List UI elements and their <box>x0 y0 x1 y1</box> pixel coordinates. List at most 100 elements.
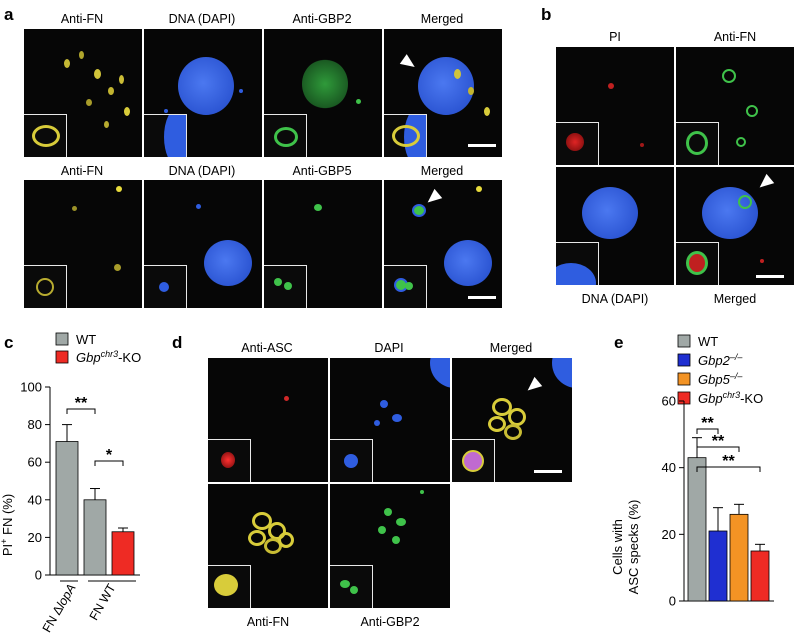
chart-c-legend-label-1: WT <box>76 332 96 347</box>
chart-e-legend-4-sup: chr3 <box>723 390 741 400</box>
d-top-label-3: Merged <box>489 341 533 355</box>
chart-e-legend-label-4: Gbpchr3-KO <box>698 390 763 406</box>
scale-bar <box>468 296 496 299</box>
a2-gbp5-image <box>264 180 382 308</box>
d-merged-inset <box>452 439 495 482</box>
chart-e-legend-4-suffix: -KO <box>740 391 763 406</box>
e-ytick-label-3: 60 <box>662 394 676 409</box>
b-top-label-2: Anti-FN <box>713 30 757 44</box>
b-bottom-label-2: Merged <box>713 292 757 306</box>
a2-merged-inset <box>384 265 427 308</box>
chart-c-legend-1-prefix: WT <box>76 332 96 347</box>
arrowhead-icon <box>423 188 443 208</box>
panel-letter-d: d <box>172 333 183 352</box>
e-sig-bracket-0 <box>696 428 719 434</box>
chart-e-legend-swatch-2 <box>677 353 691 367</box>
chart-c-legend-label-2: Gbpchr3-KO <box>76 349 141 365</box>
arrowhead-icon <box>523 376 543 396</box>
chart-c-legend-2-suffix: -KO <box>118 350 141 365</box>
chart-e-legend-3-prefix: Gbp5 <box>698 372 731 387</box>
d-asc-inset <box>208 439 251 482</box>
a2-dapi-inset <box>144 265 187 308</box>
e-bar-1 <box>708 530 728 602</box>
chart-e-legend-3-sup: –/– <box>729 371 744 381</box>
e-bar-3 <box>750 550 770 602</box>
a-row1-label-2: DNA (DAPI) <box>168 12 236 26</box>
a-row2-label-3: Anti-GBP5 <box>292 164 352 178</box>
scale-bar <box>468 144 496 147</box>
scale-bar <box>534 470 562 473</box>
b-pi-inset <box>556 122 599 165</box>
d-gbp2-image <box>330 484 450 608</box>
a2-dapi-image <box>144 180 262 308</box>
chart-c-legend: WT Gbpchr3-KO <box>55 332 141 365</box>
c-sig-bracket-0 <box>66 408 96 414</box>
d-top-label-2: DAPI <box>374 341 404 355</box>
chart-e-ylabel-line1: Cells with <box>610 519 625 575</box>
c-sig-label-1: * <box>106 447 113 464</box>
chart-e-legend-2-prefix: Gbp2 <box>698 353 731 368</box>
e-sig-bracket-2 <box>696 466 761 472</box>
d-dapi-inset <box>330 439 373 482</box>
panel-letter-c: c <box>4 333 14 352</box>
chart-e: WT Gbp2–/– Gbp5–/– Gbpchr3-KO Cells with… <box>610 334 774 609</box>
a-fn-inset <box>24 114 67 157</box>
chart-c-group-label-1: FN ΔlopA <box>40 582 79 635</box>
chart-c-ylabel-sup: + <box>0 539 9 544</box>
chart-e-legend-swatch-3 <box>677 372 691 386</box>
chart-c-legend-swatch-2 <box>55 350 69 364</box>
a-row2-label-1: Anti-FN <box>60 164 104 178</box>
a2-merged-image <box>384 180 502 308</box>
panel-letter-e: e <box>614 333 624 352</box>
b-merged-image <box>676 167 794 285</box>
c-sig-label-0: ** <box>75 395 88 412</box>
a-merged-image <box>384 29 502 157</box>
e-ytick-label-1: 20 <box>662 527 676 542</box>
chart-c-ylabel-main: PI <box>0 544 15 556</box>
b-pi-image <box>556 47 674 165</box>
chart-c-ylabel: PI+ FN (%) <box>0 494 15 556</box>
a-row1-label-4: Merged <box>420 12 464 26</box>
c-ytick-label-5: 100 <box>20 380 42 395</box>
d-top-label-1: Anti-ASC <box>241 341 293 355</box>
b-dapi-inset <box>556 242 599 285</box>
e-sig-label-0: ** <box>701 415 714 432</box>
chart-c-legend-swatch-1 <box>55 332 69 346</box>
chart-e-legend-2-sup: –/– <box>729 352 744 362</box>
a-dapi-image <box>144 29 262 157</box>
e-sig-label-2: ** <box>722 453 735 470</box>
c-bar-2 <box>111 531 135 576</box>
a2-fn-inset <box>24 265 67 308</box>
d-bottom-label-2: Anti-GBP2 <box>360 615 420 629</box>
arrowhead-icon <box>399 54 419 72</box>
d-gbp2-inset <box>330 565 373 608</box>
b-top-label-1: PI <box>609 30 621 44</box>
chart-e-legend-swatch-1 <box>677 334 691 348</box>
b-fn-image <box>676 47 794 165</box>
a-merged-inset <box>384 114 427 157</box>
chart-c-ylabel-rest: FN (%) <box>0 494 15 539</box>
arrowhead-icon <box>755 173 775 193</box>
a-gbp2-inset <box>264 114 307 157</box>
chart-c-legend-2-prefix: Gbp <box>76 350 101 365</box>
a-dapi-inset <box>144 114 187 157</box>
e-ytick-label-2: 40 <box>662 460 676 475</box>
e-ytick-label-0: 0 <box>669 594 676 609</box>
c-ytick-label-3: 60 <box>28 455 42 470</box>
b-bottom-label-1: DNA (DAPI) <box>581 292 649 306</box>
c-ytick-label-4: 80 <box>28 417 42 432</box>
chart-c-group-label-2: FN WT <box>87 581 119 623</box>
chart-e-legend-label-3: Gbp5–/– <box>698 371 743 387</box>
d-fn-image <box>208 484 328 608</box>
e-bar-2 <box>729 513 749 602</box>
c-sig-bracket-1 <box>94 460 124 466</box>
a2-fn-image <box>24 180 142 308</box>
a-row2-label-4: Merged <box>420 164 464 178</box>
e-bar-0 <box>687 457 707 602</box>
chart-e-legend-1-prefix: WT <box>698 334 718 349</box>
c-bar-0 <box>55 441 79 576</box>
chart-e-ylabel-line2: ASC specks (%) <box>626 500 641 595</box>
c-ytick-label-1: 20 <box>28 530 42 545</box>
d-merged-image <box>452 358 572 482</box>
b-dapi-image <box>556 167 674 285</box>
